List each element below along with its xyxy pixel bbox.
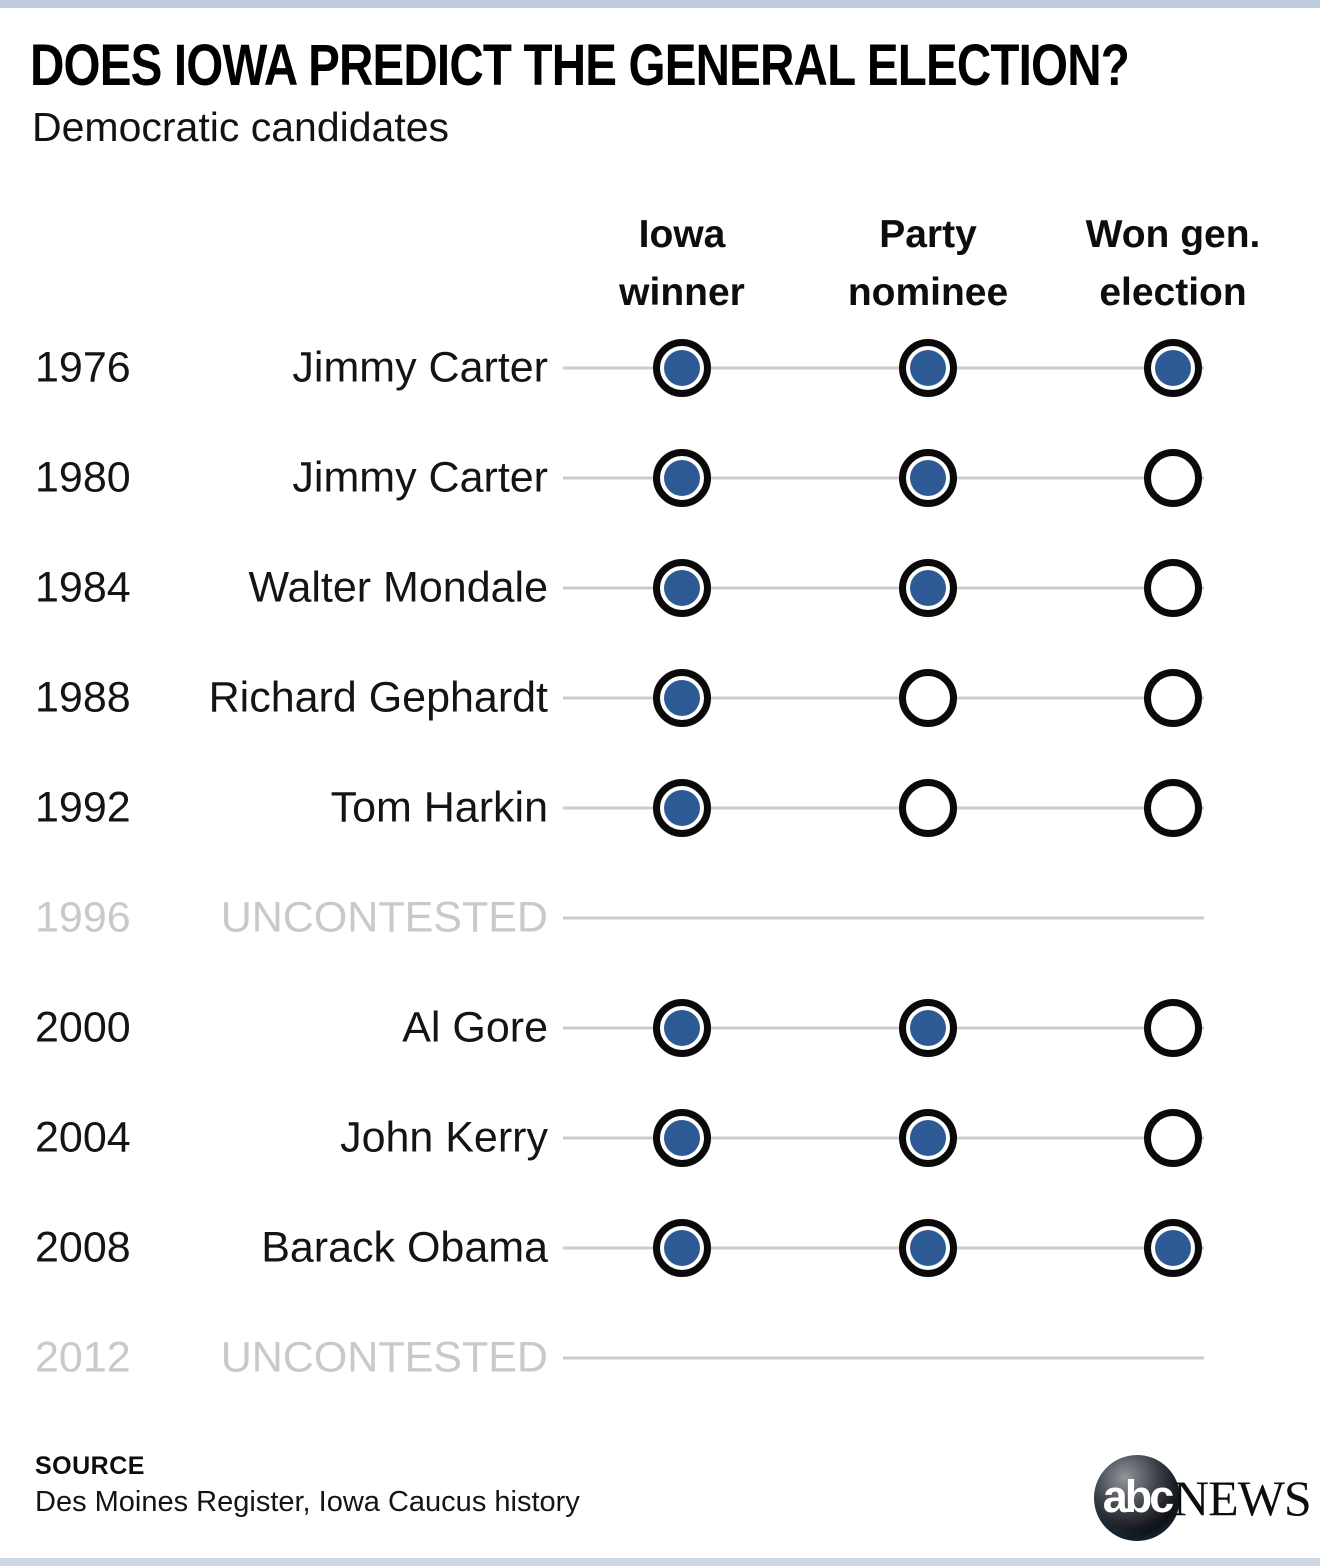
party-nominee-dot-filled	[899, 999, 957, 1057]
candidate-name: Jimmy Carter	[292, 453, 548, 502]
table-row: 2012 UNCONTESTED	[0, 1303, 1320, 1413]
candidate-name: Jimmy Carter	[292, 343, 548, 392]
candidate-name: Tom Harkin	[330, 783, 548, 832]
dot-fill	[1155, 1230, 1191, 1266]
dot-fill	[910, 1010, 946, 1046]
table-row: 1984 Walter Mondale	[0, 533, 1320, 643]
year-label: 1992	[35, 783, 131, 832]
abc-logo-text: abc	[1102, 1470, 1175, 1522]
won-general-dot-empty	[1144, 669, 1202, 727]
top-accent-bar	[0, 0, 1320, 8]
iowa-winner-dot-filled	[653, 999, 711, 1057]
source-label: SOURCE	[35, 1452, 145, 1480]
table-body: 1976 Jimmy Carter 1980 Jimmy Carter 1984 Walt…	[0, 313, 1320, 1413]
won-general-dot-empty	[1144, 559, 1202, 617]
table-row: 1988 Richard Gephardt	[0, 643, 1320, 753]
dot-fill	[664, 350, 700, 386]
party-nominee-dot-filled	[899, 339, 957, 397]
year-label: 1988	[35, 673, 131, 722]
iowa-winner-dot-filled	[653, 449, 711, 507]
candidate-name: Walter Mondale	[248, 563, 548, 612]
table-row: 2008 Barack Obama	[0, 1193, 1320, 1303]
won-general-dot-filled	[1144, 339, 1202, 397]
candidate-name: John Kerry	[340, 1113, 548, 1162]
party-nominee-dot-empty	[899, 779, 957, 837]
dot-fill	[664, 790, 700, 826]
page-title: DOES IOWA PREDICT THE GENERAL ELECTION?	[30, 34, 1320, 98]
table-row: 1996 UNCONTESTED	[0, 863, 1320, 973]
iowa-winner-dot-filled	[653, 779, 711, 837]
connector-line	[563, 366, 1204, 370]
dot-fill	[664, 1120, 700, 1156]
abc-news-wordmark: NEWS	[1173, 1470, 1312, 1526]
year-label: 2000	[35, 1003, 131, 1052]
party-nominee-dot-filled	[899, 449, 957, 507]
year-label: 1984	[35, 563, 131, 612]
iowa-winner-dot-filled	[653, 559, 711, 617]
won-general-dot-empty	[1144, 1109, 1202, 1167]
connector-line	[563, 1026, 1204, 1030]
candidate-name: Al Gore	[402, 1003, 548, 1052]
column-header-won-general: Won gen. election	[1085, 213, 1261, 314]
dot-fill	[910, 1230, 946, 1266]
party-nominee-dot-filled	[899, 559, 957, 617]
table-row: 1980 Jimmy Carter	[0, 423, 1320, 533]
candidate-name: UNCONTESTED	[220, 1333, 548, 1382]
dot-fill	[664, 460, 700, 496]
year-label: 1976	[35, 343, 131, 392]
dot-fill	[910, 460, 946, 496]
connector-line	[563, 806, 1204, 810]
dot-fill	[664, 680, 700, 716]
connector-line	[563, 1356, 1204, 1360]
party-nominee-dot-empty	[899, 669, 957, 727]
source-text: Des Moines Register, Iowa Caucus history	[35, 1486, 580, 1518]
page-subtitle: Democratic candidates	[32, 104, 450, 150]
candidate-name: Barack Obama	[261, 1223, 548, 1272]
party-nominee-dot-filled	[899, 1109, 957, 1167]
page-title-text: DOES IOWA PREDICT THE GENERAL ELECTION?	[30, 33, 1130, 98]
dot-fill	[910, 350, 946, 386]
candidate-name: UNCONTESTED	[220, 893, 548, 942]
table-row: 2000 Al Gore	[0, 973, 1320, 1083]
iowa-winner-dot-filled	[653, 1219, 711, 1277]
connector-line	[563, 586, 1204, 590]
year-label: 2008	[35, 1223, 131, 1272]
column-header-party-nominee: Party nominee	[847, 213, 1009, 314]
dot-fill	[664, 1010, 700, 1046]
iowa-winner-dot-filled	[653, 669, 711, 727]
abc-news-logo: abc NEWS	[1094, 1454, 1312, 1542]
connector-line	[563, 696, 1204, 700]
year-label: 1980	[35, 453, 131, 502]
table-row: 1976 Jimmy Carter	[0, 313, 1320, 423]
won-general-dot-empty	[1144, 779, 1202, 837]
table-row: 2004 John Kerry	[0, 1083, 1320, 1193]
dot-fill	[1155, 350, 1191, 386]
iowa-winner-dot-filled	[653, 1109, 711, 1167]
table-row: 1992 Tom Harkin	[0, 753, 1320, 863]
party-nominee-dot-filled	[899, 1219, 957, 1277]
dot-fill	[910, 1120, 946, 1156]
year-label: 1996	[35, 893, 131, 942]
bottom-accent-bar	[0, 1558, 1320, 1566]
connector-line	[563, 916, 1204, 920]
connector-line	[563, 476, 1204, 480]
candidate-name: Richard Gephardt	[208, 673, 548, 722]
year-label: 2004	[35, 1113, 131, 1162]
iowa-winner-dot-filled	[653, 339, 711, 397]
year-label: 2012	[35, 1333, 131, 1382]
won-general-dot-empty	[1144, 999, 1202, 1057]
dot-fill	[664, 1230, 700, 1266]
dot-fill	[664, 570, 700, 606]
connector-line	[563, 1246, 1204, 1250]
abc-logo-circle-icon: abc	[1094, 1455, 1180, 1541]
won-general-dot-empty	[1144, 449, 1202, 507]
won-general-dot-filled	[1144, 1219, 1202, 1277]
dot-fill	[910, 570, 946, 606]
connector-line	[563, 1136, 1204, 1140]
column-header-iowa-winner: Iowa winner	[619, 213, 745, 314]
